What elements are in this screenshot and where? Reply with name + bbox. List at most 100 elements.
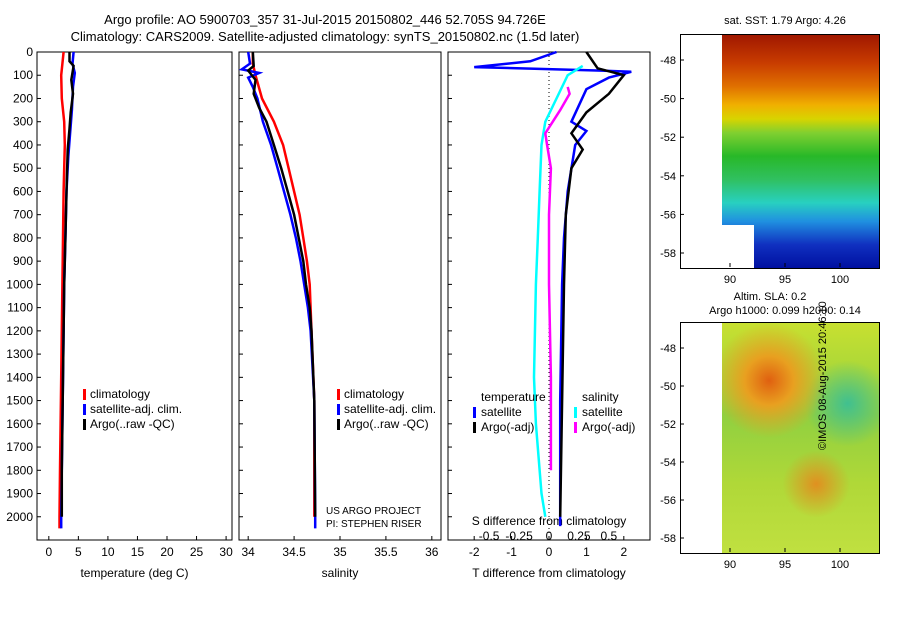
sla-map-image	[722, 323, 879, 553]
y-tick-label: 0	[26, 45, 33, 59]
y-tick-label: 2000	[6, 510, 33, 524]
x-tick-label: 0	[546, 545, 553, 559]
y-tick-label: 600	[13, 184, 33, 198]
legend-swatch	[473, 422, 476, 433]
x-tick-label: 15	[131, 545, 145, 559]
x-tick-label: 34	[242, 545, 256, 559]
sla-map-axes: -48 -50 -52 -54 -56 -58 90 95 100	[660, 343, 849, 571]
y-tick-label: 1300	[6, 347, 33, 361]
x-tick-label: -1	[506, 545, 517, 559]
x-tick-label: 36	[425, 545, 439, 559]
y-tick-label: 1000	[6, 277, 33, 291]
x-tick-label: 0	[45, 545, 52, 559]
legend-label: satellite	[582, 405, 623, 419]
sst-map-panel	[680, 34, 880, 269]
map-y-tick-label: -52	[660, 132, 676, 144]
y-tick-label: 1100	[7, 301, 33, 315]
sst-map-land-mask	[722, 225, 754, 268]
top-axis-label: S difference from climatology	[472, 514, 627, 528]
x-tick-label: 2	[620, 545, 627, 559]
top-tick-label: 0.5	[601, 529, 618, 543]
map-y-tick-label: -54	[660, 171, 676, 183]
sst-map-title: sat. SST: 1.79 Argo: 4.26	[724, 15, 846, 27]
map-y-tick-label: -56	[660, 209, 676, 221]
project-credit-2: PI: STEPHEN RISER	[326, 519, 422, 530]
top-tick-label: 0.25	[567, 529, 591, 543]
map-x-tick-label: 100	[831, 559, 849, 571]
map-y-tick-label: -56	[660, 495, 676, 507]
y-tick-label: 700	[13, 208, 33, 222]
sst-map-axes: -48 -50 -52 -54 -56 -58 90 95 100	[660, 55, 849, 286]
series-line-climatology	[58, 51, 67, 529]
legend-title-temperature: temperature	[481, 390, 546, 404]
y-tick-label: 1400	[6, 370, 33, 384]
legend-swatch	[337, 404, 340, 415]
map-y-tick-label: -50	[660, 381, 676, 393]
x-axis-label: temperature (deg C)	[80, 566, 188, 580]
legend-title-salinity: salinity	[582, 390, 619, 404]
series-line-argoadj	[543, 86, 571, 471]
series-line-satellite	[532, 64, 584, 518]
y-tick-label: 400	[13, 138, 33, 152]
y-tick-label: 1500	[6, 394, 33, 408]
x-axis-label: salinity	[322, 566, 359, 580]
legend-label: satellite	[481, 405, 522, 419]
legend-label: climatology	[90, 387, 150, 401]
series-line-satelliteadjclim	[238, 51, 317, 529]
y-tick-label: 100	[13, 68, 33, 82]
x-tick-label: 25	[190, 545, 204, 559]
legend-label: Argo(..raw -QC)	[90, 417, 175, 431]
top-tick-label: -0.5	[479, 529, 500, 543]
legend-swatch	[83, 389, 86, 400]
project-credit-1: US ARGO PROJECT	[326, 506, 422, 517]
map-x-tick-label: 90	[724, 559, 736, 571]
x-tick-label: 35.5	[374, 545, 398, 559]
map-y-tick-label: -58	[660, 533, 676, 545]
y-tick-label: 900	[13, 254, 33, 268]
legend-label: satellite-adj. clim.	[344, 402, 436, 416]
y-tick-label: 1600	[6, 417, 33, 431]
legend-swatch	[83, 404, 86, 415]
imos-credit: ©IMOS 08-Aug-2015 20:46:10	[817, 301, 829, 450]
legend-swatch	[473, 407, 476, 418]
map-y-tick-label: -48	[660, 55, 676, 67]
sla-map-panel	[680, 322, 880, 554]
y-tick-label: 300	[13, 115, 33, 129]
x-tick-label: 30	[219, 545, 233, 559]
x-tick-label: 1	[583, 545, 590, 559]
legend-swatch	[337, 419, 340, 430]
x-tick-label: 10	[101, 545, 115, 559]
x-tick-label: 34.5	[282, 545, 306, 559]
map-y-tick-label: -54	[660, 457, 676, 469]
title-line-2: Climatology: CARS2009. Satellite-adjuste…	[70, 29, 580, 44]
sla-map-title-2: Argo h1000: 0.099 h2000: 0.14	[709, 305, 861, 317]
x-axis-label: T difference from climatology	[472, 566, 626, 580]
y-tick-label: 1800	[6, 463, 33, 477]
series-line-satellite	[474, 50, 632, 527]
map-y-tick-label: -50	[660, 94, 676, 106]
x-tick-label: 20	[160, 545, 174, 559]
map-x-tick-label: 95	[779, 274, 791, 286]
title-line-1: Argo profile: AO 5900703_357 31-Jul-2015…	[104, 12, 546, 27]
y-tick-label: 200	[13, 91, 33, 105]
plot-frame-1	[238, 51, 442, 541]
x-tick-label: 5	[75, 545, 82, 559]
map-y-tick-label: -52	[660, 419, 676, 431]
legend-swatch	[337, 389, 340, 400]
x-tick-label: 35	[333, 545, 347, 559]
top-tick-label: 0	[546, 529, 553, 543]
series-line-argoadj	[558, 51, 626, 517]
top-tick-label: -0.25	[505, 529, 533, 543]
legend-label: satellite-adj. clim.	[90, 402, 182, 416]
series-line-argorawqc	[60, 52, 75, 517]
y-tick-label: 500	[13, 161, 33, 175]
map-y-tick-label: -58	[660, 248, 676, 260]
y-tick-label: 1700	[6, 440, 33, 454]
y-tick-label: 1200	[6, 324, 33, 338]
series-line-argorawqc	[246, 51, 317, 517]
legend-swatch	[574, 407, 577, 418]
profile-plots: 0 5 10 15 20 25 300100200300400500600700800900…	[6, 45, 651, 580]
y-tick-label: 800	[13, 231, 33, 245]
map-x-tick-label: 95	[779, 559, 791, 571]
map-y-tick-label: -48	[660, 343, 676, 355]
